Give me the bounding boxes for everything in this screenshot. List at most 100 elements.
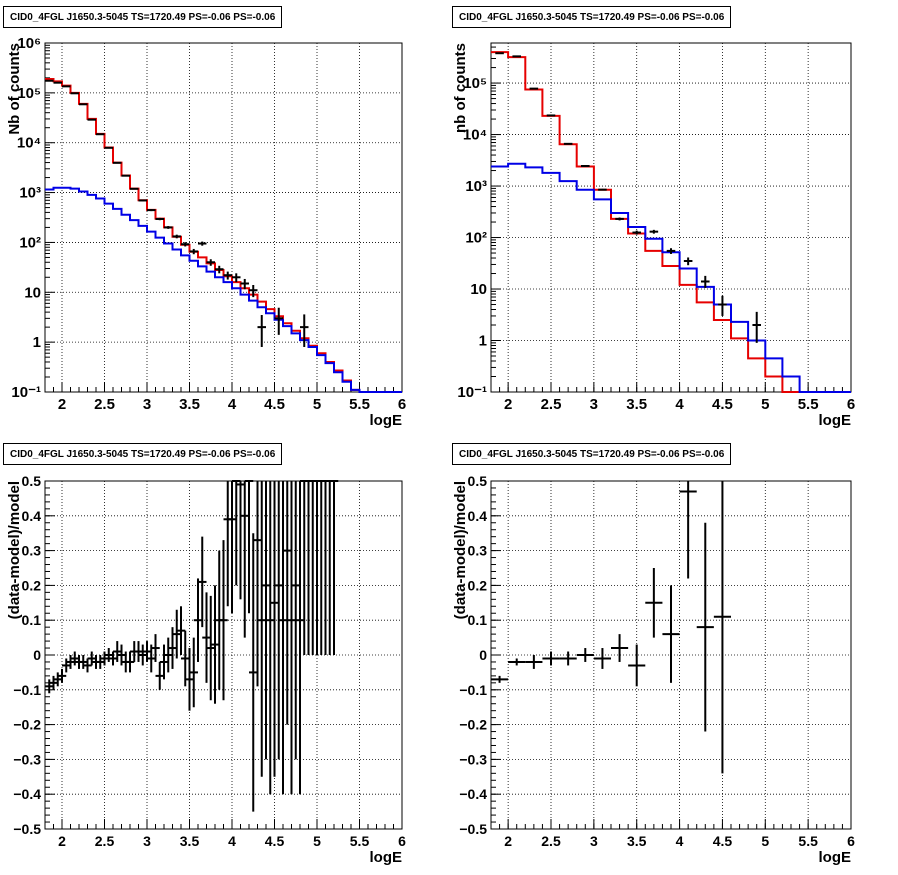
data-point	[576, 648, 594, 662]
data-point	[138, 199, 147, 202]
y-axis-label: Nb of counts	[6, 43, 23, 135]
data-point	[752, 311, 761, 343]
data-point	[662, 585, 680, 683]
y-tick-label: 10²	[465, 230, 487, 247]
x-tick-label: 6	[398, 396, 406, 413]
data-point	[70, 651, 79, 666]
y-tick-label: 10⁻¹	[11, 384, 41, 401]
data-point	[312, 480, 322, 655]
x-tick-label: 6	[847, 396, 855, 413]
data-point	[240, 278, 249, 290]
x-tick-label: 3	[143, 833, 151, 849]
data-point	[563, 142, 573, 145]
y-tick-label: −0.5	[459, 821, 487, 837]
y-tick-label: −0.2	[13, 717, 41, 733]
y-tick-label: 0.1	[468, 612, 488, 628]
chart-title: CID0_4FGL J1650.3-5045 TS=1720.49 PS=-0.…	[452, 443, 732, 465]
x-axis-label: logE	[370, 849, 403, 866]
data-point	[249, 285, 258, 298]
data-point	[151, 634, 160, 662]
y-axis-label: nb of counts	[452, 43, 469, 133]
data-point	[713, 481, 731, 774]
y-tick-label: 0.4	[22, 508, 42, 524]
data-point	[683, 257, 693, 266]
data-point	[508, 658, 526, 666]
y-tick-label: 0.2	[468, 577, 488, 593]
data-point	[57, 668, 67, 683]
y-tick-label: 0.3	[22, 543, 42, 559]
data-point	[283, 481, 292, 725]
x-tick-label: 2	[58, 396, 66, 413]
data-point	[491, 675, 509, 683]
x-tick-label: 5.5	[350, 833, 370, 849]
data-point	[236, 481, 245, 600]
y-tick-label: 0.5	[22, 473, 42, 489]
data-point	[223, 271, 232, 280]
data-point	[125, 651, 135, 673]
data-point	[274, 307, 283, 335]
y-tick-label: −0.4	[459, 786, 487, 802]
y-tick-label: 10³	[19, 185, 41, 202]
x-tick-label: 5.5	[798, 396, 819, 413]
data-point	[96, 655, 105, 669]
x-tick-label: 4.5	[264, 396, 285, 413]
chart-title: CID0_4FGL J1650.3-5045 TS=1720.49 PS=-0.…	[3, 6, 283, 28]
data-point	[645, 568, 663, 638]
x-axis-label: logE	[819, 849, 852, 866]
y-tick-label: −0.3	[13, 751, 41, 767]
x-tick-label: 5	[761, 833, 769, 849]
x-tick-label: 3	[590, 833, 598, 849]
x-tick-label: 5.5	[349, 396, 370, 413]
data-point	[598, 188, 607, 191]
data-point	[189, 637, 198, 708]
y-tick-label: −0.2	[459, 717, 487, 733]
x-tick-label: 6	[847, 833, 855, 849]
data-point	[198, 536, 207, 628]
y-tick-label: 0	[479, 647, 487, 663]
data-point	[185, 648, 194, 711]
y-tick-label: −0.5	[13, 821, 41, 837]
data-point	[559, 651, 577, 666]
data-point	[649, 229, 659, 234]
x-tick-label: 4.5	[713, 833, 733, 849]
data-point	[172, 609, 181, 659]
x-tick-label: 4	[675, 396, 684, 413]
data-point	[257, 315, 266, 347]
data-point	[45, 679, 54, 694]
chart-panel: 2 2.5 3 3.5 4 4.5 5 5.5 6 −0.5 −0.4 −0.3 −0.2 −0.1 0 0.…	[452, 473, 855, 866]
y-tick-label: 0.1	[22, 612, 42, 628]
x-axis-label: logE	[819, 412, 852, 429]
y-tick-label: 0	[33, 647, 41, 663]
data-point	[611, 634, 629, 662]
chart-title: CID0_4FGL J1650.3-5045 TS=1720.49 PS=-0.…	[3, 443, 283, 465]
data-point	[138, 644, 147, 666]
y-tick-label: 10⁶	[17, 35, 41, 52]
data-point	[104, 648, 113, 662]
x-tick-label: 2.5	[95, 833, 115, 849]
data-point	[679, 481, 697, 579]
data-point	[53, 672, 62, 687]
x-tick-label: 2	[58, 833, 66, 849]
y-tick-label: −0.1	[13, 682, 41, 698]
y-tick-label: −0.3	[459, 751, 487, 767]
data-point	[130, 187, 139, 190]
data-point	[227, 481, 237, 614]
data-point	[300, 480, 309, 655]
data-point	[193, 578, 203, 662]
data-point	[219, 540, 228, 701]
data-point	[581, 165, 590, 168]
y-tick-label: −0.4	[13, 786, 41, 802]
grid	[45, 43, 402, 392]
data-point	[62, 658, 71, 673]
x-tick-label: 4	[228, 833, 236, 849]
data-point	[210, 585, 220, 704]
y-axis-label: (data-model)/model	[6, 481, 23, 619]
model-total-line	[45, 78, 402, 393]
y-axis-label: (data-model)/model	[452, 481, 469, 619]
data-point	[113, 161, 122, 164]
data-point	[244, 480, 254, 614]
y-tick-label: 0.5	[468, 473, 488, 489]
y-tick-label: 10³	[465, 178, 487, 195]
chart-title: CID0_4FGL J1650.3-5045 TS=1720.49 PS=-0.…	[452, 6, 732, 28]
x-tick-label: 3.5	[627, 833, 647, 849]
